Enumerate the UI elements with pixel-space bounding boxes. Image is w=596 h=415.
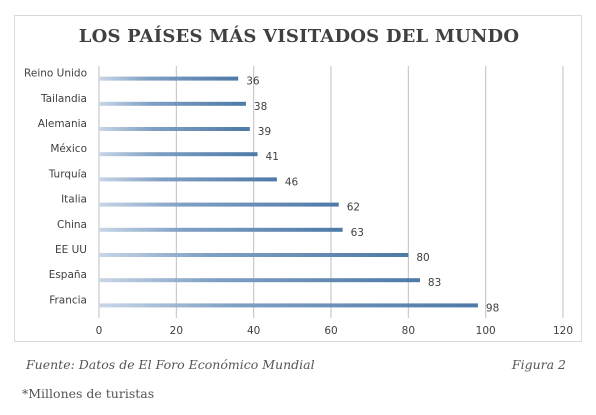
category-label: Turquía bbox=[48, 168, 87, 180]
bars bbox=[99, 76, 478, 308]
category-label: Reino Unido bbox=[24, 68, 87, 80]
category-label: EE UU bbox=[55, 244, 87, 256]
x-tick-label: 100 bbox=[476, 325, 496, 337]
bar-china bbox=[99, 227, 343, 232]
value-label: 83 bbox=[428, 277, 441, 289]
value-label: 41 bbox=[266, 151, 279, 163]
x-tick-label: 20 bbox=[170, 325, 183, 337]
bar-italia bbox=[99, 202, 339, 207]
x-tick-label: 120 bbox=[553, 325, 573, 337]
category-label: España bbox=[49, 269, 87, 281]
category-label: Italia bbox=[61, 194, 87, 206]
value-label: 39 bbox=[258, 126, 271, 138]
bar-españa bbox=[99, 278, 420, 283]
value-label: 63 bbox=[351, 227, 364, 239]
bar-francia bbox=[99, 303, 478, 308]
units-note: *Millones de turistas bbox=[22, 386, 155, 401]
bar-chart: 0 20 40 60 80 100 120 Reino Unido 36 Tailandia 38 A… bbox=[24, 66, 573, 337]
value-label: 36 bbox=[246, 76, 260, 88]
bar-ee-uu bbox=[99, 253, 409, 257]
x-tick-label: 60 bbox=[324, 325, 337, 337]
chart-title: LOS PAÍSES MÁS VISITADOS DEL MUNDO bbox=[78, 26, 520, 47]
x-tick-label: 80 bbox=[402, 325, 415, 337]
category-label: Francia bbox=[49, 294, 87, 306]
chart-frame: LOS PAÍSES MÁS VISITADOS DEL MUNDO 0 20 40… bbox=[14, 15, 582, 342]
grid-lines bbox=[98, 66, 564, 318]
value-label: 80 bbox=[416, 252, 429, 264]
category-label: Alemania bbox=[38, 118, 87, 130]
value-label: 38 bbox=[254, 101, 267, 113]
bar-reino-unido bbox=[99, 76, 239, 81]
value-label: 98 bbox=[486, 302, 499, 314]
labels: 0 20 40 60 80 100 120 Reino Unido 36 Tailandia 38 A… bbox=[24, 68, 573, 337]
category-label: México bbox=[50, 143, 87, 155]
bar-méxico bbox=[99, 152, 258, 157]
bar-turquía bbox=[99, 177, 277, 182]
value-label: 46 bbox=[285, 176, 299, 188]
figure-label: Figura 2 bbox=[511, 357, 566, 372]
source-caption: Fuente: Datos de El Foro Económico Mundi… bbox=[26, 357, 315, 372]
category-label: China bbox=[57, 219, 87, 231]
x-tick-label: 40 bbox=[247, 325, 260, 337]
bar-alemania bbox=[99, 127, 250, 131]
value-label: 62 bbox=[347, 202, 360, 214]
x-tick-label: 0 bbox=[96, 325, 103, 337]
bar-tailandia bbox=[99, 101, 246, 106]
category-label: Tailandia bbox=[40, 93, 87, 105]
